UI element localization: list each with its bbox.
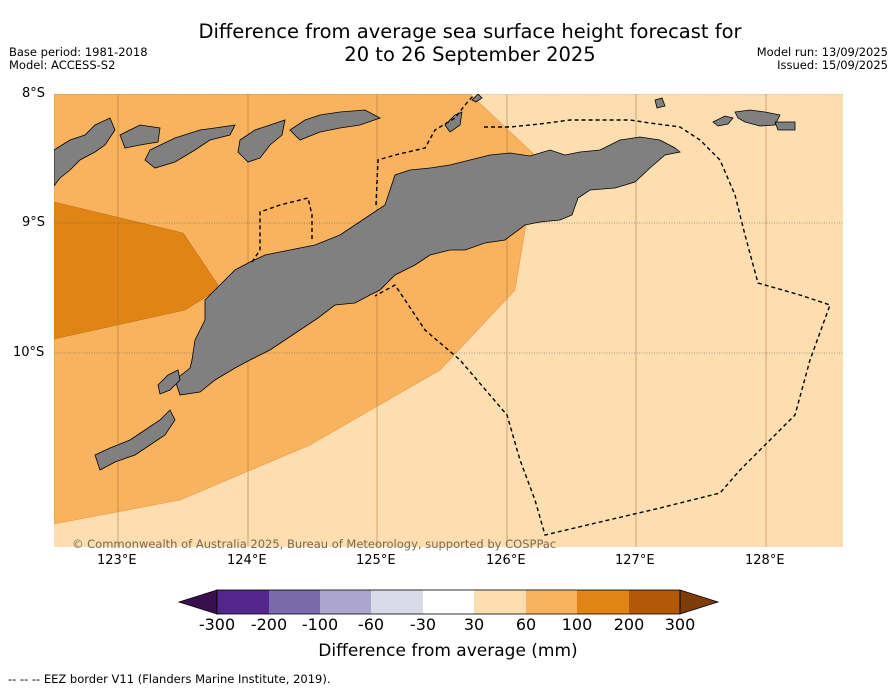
lon-label-124e: 124°E <box>227 553 267 568</box>
colorbar-label: Difference from average (mm) <box>318 641 578 661</box>
colorbar-segment-5 <box>423 590 474 614</box>
colorbar-segment-8 <box>577 590 629 614</box>
model-text: Model: ACCESS-S2 <box>9 58 116 72</box>
copyright-text: © Commonwealth of Australia 2025, Bureau… <box>72 537 557 551</box>
colorbar-tick: 60 <box>515 615 537 634</box>
lon-label-126e: 126°E <box>486 553 526 568</box>
map-area <box>54 94 843 547</box>
base-period-text: Base period: 1981-2018 <box>9 45 148 59</box>
solor-island <box>119 124 161 149</box>
lat-label-10s: 10°S <box>13 345 45 360</box>
colorbar <box>177 589 720 615</box>
model-run-text: Model run: 13/09/2025 <box>756 45 888 59</box>
small-island-east <box>712 115 734 127</box>
colorbar-min-arrow <box>177 589 218 615</box>
colorbar-tick-labels: -300 -200 -100 -60 -30 30 60 100 200 300 <box>0 615 896 637</box>
sumba-island <box>94 409 176 471</box>
colorbar-segment-9 <box>629 590 680 614</box>
issued-text: Issued: 15/09/2025 <box>777 58 888 72</box>
colorbar-tick: 100 <box>561 615 593 634</box>
colorbar-segment-4 <box>371 590 423 614</box>
leti-islands <box>734 109 781 127</box>
title-line-2: 20 to 26 September 2025 <box>344 43 596 66</box>
map-title: Difference from average sea surface heig… <box>0 20 896 66</box>
eez-border-east <box>374 119 831 536</box>
title-line-1: Difference from average sea surface heig… <box>198 20 742 43</box>
moa-island <box>774 121 796 131</box>
colorbar-outline <box>216 589 681 615</box>
colorbar-segment-6 <box>474 590 526 614</box>
colorbar-tick: 200 <box>613 615 645 634</box>
colorbar-tick: -300 <box>198 615 236 634</box>
adonara-island <box>144 124 236 169</box>
colorbar-segment-2 <box>269 590 320 614</box>
lat-label-9s: 9°S <box>22 215 46 230</box>
lembata-island <box>237 119 286 163</box>
meta-right: Model run: 13/09/2025 Issued: 15/09/2025 <box>757 46 888 72</box>
colorbar-segment-7 <box>526 590 577 614</box>
colorbar-tick: 30 <box>463 615 485 634</box>
kisar-island <box>654 97 666 109</box>
lon-label-127e: 127°E <box>615 553 655 568</box>
eez-border-oecusse <box>251 197 313 263</box>
lon-label-123e: 123°E <box>97 553 137 568</box>
colorbar-tick: -100 <box>301 615 339 634</box>
lat-label-8s: 8°S <box>22 86 46 101</box>
meta-left: Base period: 1981-2018 Model: ACCESS-S2 <box>9 46 148 72</box>
timor-island <box>174 136 681 396</box>
colorbar-segment-3 <box>320 590 371 614</box>
colorbar-tick: -60 <box>357 615 385 634</box>
atauro-island <box>471 94 483 103</box>
land <box>54 94 796 471</box>
colorbar-segment-1 <box>217 590 269 614</box>
anomaly-band-100-200 <box>54 201 221 340</box>
lon-label-128e: 128°E <box>745 553 785 568</box>
flores-island <box>54 117 116 187</box>
colorbar-tick: -30 <box>409 615 437 634</box>
colorbar-tick: 300 <box>664 615 696 634</box>
lon-label-125e: 125°E <box>356 553 396 568</box>
alor-island <box>289 109 381 141</box>
graticule <box>54 94 843 354</box>
savu-island <box>157 369 181 395</box>
colorbar-tick: -200 <box>250 615 288 634</box>
wetar-island <box>444 111 463 133</box>
eez-legend-text: -- -- -- EEZ border V11 (Flanders Marine… <box>8 672 331 686</box>
eez-border <box>251 95 831 536</box>
colorbar-max-arrow <box>679 589 720 615</box>
